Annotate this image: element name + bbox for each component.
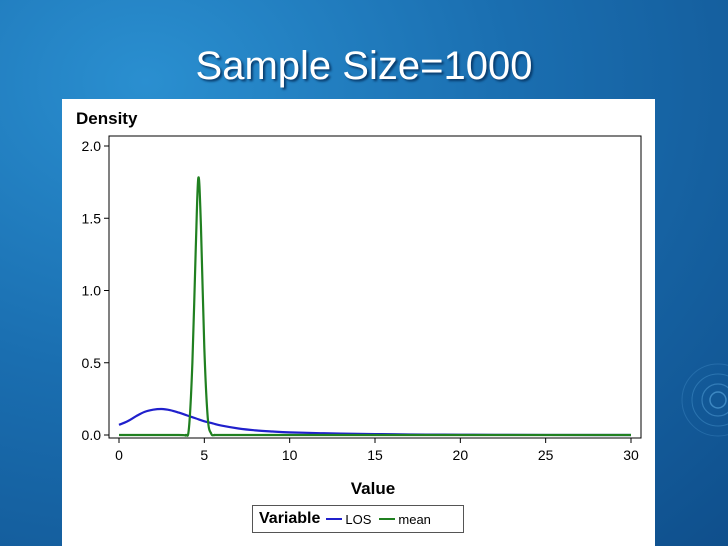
x-tick-label: 25 [538,447,554,463]
x-tick-label: 5 [200,447,208,463]
water-ripple-decoration [681,363,728,437]
series-line-mean [119,176,631,437]
y-tick-label: 0.5 [82,355,102,371]
y-tick-label: 1.5 [82,210,102,226]
plot-area [108,135,642,439]
y-tick-label: 0.0 [82,427,102,443]
legend-item-mean: mean [379,512,431,527]
x-tick-label: 10 [282,447,298,463]
chart-panel: Density 0.0 0.5 1.0 1.5 2.0 0 5 10 15 20 25 30 Val… [62,99,655,546]
x-tick-label: 20 [453,447,469,463]
x-tick-label: 0 [115,447,123,463]
chart-legend: Variable LOS mean [252,505,464,533]
slide-title: Sample Size=1000 [195,44,533,88]
legend-swatch-los [326,518,343,520]
x-tick-label: 30 [623,447,639,463]
series-lines [118,176,632,437]
series-line-los [118,407,632,437]
y-axis-label: Density [76,109,138,128]
x-axis-ticks: 0 5 10 15 20 25 30 [115,438,639,463]
density-chart: Density 0.0 0.5 1.0 1.5 2.0 0 5 10 15 20 25 30 Val… [76,109,642,498]
legend-swatch-mean [379,518,396,520]
legend-label-mean: mean [398,511,431,527]
y-axis-ticks: 0.0 0.5 1.0 1.5 2.0 [82,138,109,443]
x-tick-label: 15 [367,447,383,463]
legend-title: Variable [259,510,321,527]
y-tick-label: 2.0 [82,138,102,154]
legend-item-los: LOS [326,512,371,527]
legend-label-los: LOS [345,511,372,527]
y-tick-label: 1.0 [82,283,102,299]
x-axis-label: Value [351,479,395,498]
